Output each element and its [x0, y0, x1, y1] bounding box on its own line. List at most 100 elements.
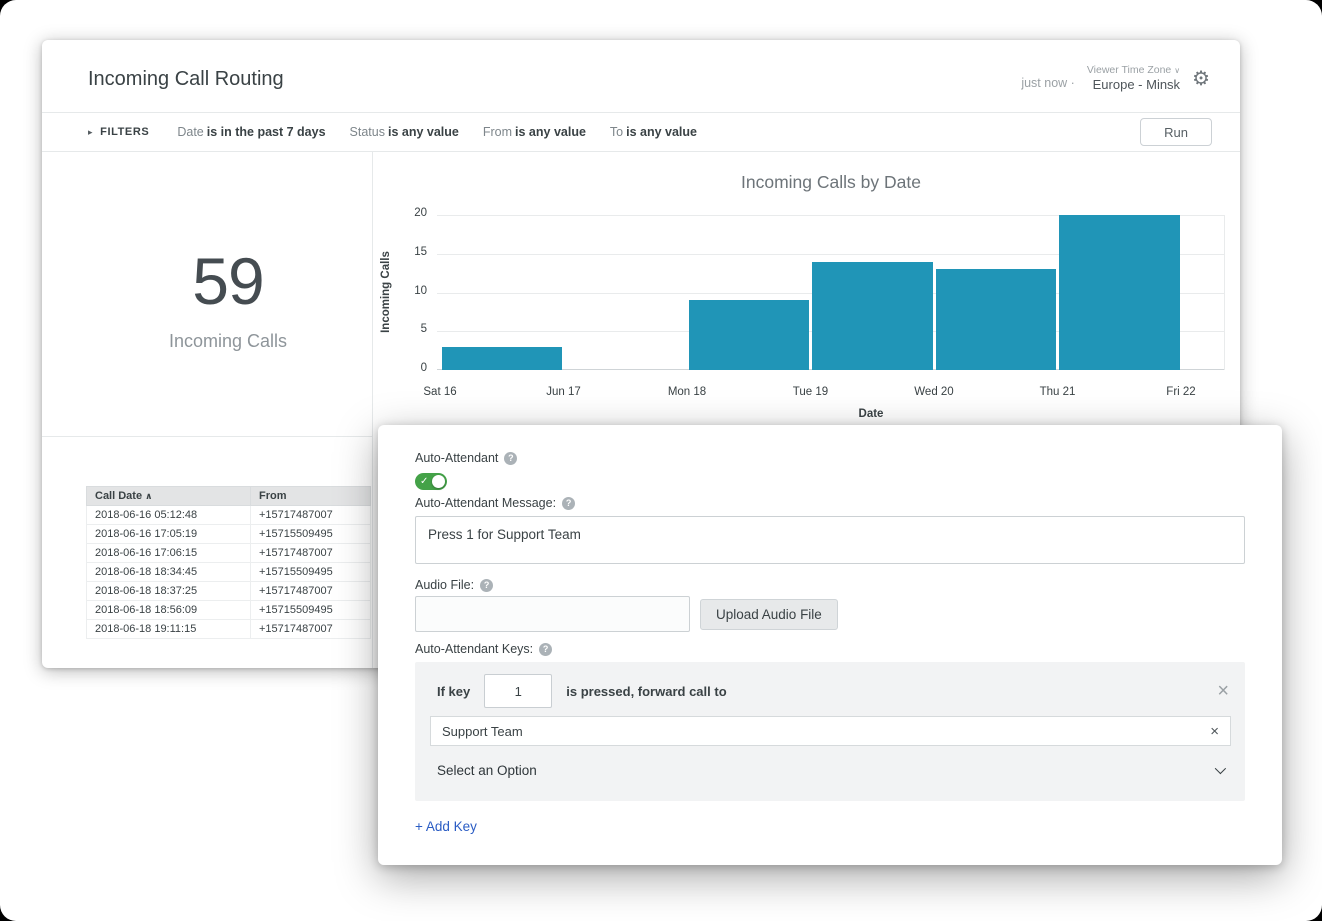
- table-cell: 2018-06-18 18:34:45: [86, 562, 251, 582]
- auto-attendant-panel: Auto-Attendant ? ✓ Auto-Attendant Messag…: [378, 425, 1282, 865]
- dashboard-header-right: just now · Viewer Time Zone ∨ Europe - M…: [1021, 64, 1210, 93]
- x-tick-label: Jun 17: [546, 386, 581, 398]
- x-tick-label: Mon 18: [667, 386, 707, 398]
- clear-selection-icon[interactable]: ×: [1210, 722, 1219, 740]
- auto-attendant-key-rule: If key 1 is pressed, forward call to × S…: [415, 662, 1245, 801]
- triangle-right-icon: ▸: [88, 126, 94, 137]
- timezone-label: Viewer Time Zone: [1086, 64, 1172, 76]
- column-header-call-date[interactable]: Call Date ∧: [86, 486, 251, 506]
- key-rule-suffix: is pressed, forward call to: [566, 683, 727, 699]
- help-icon[interactable]: ?: [504, 451, 518, 465]
- bar-tue-19[interactable]: [812, 261, 933, 370]
- calls-table: Call Date ∧ From 2018-06-16 05:12:48 +15717…: [86, 486, 371, 639]
- keys-label-row: Auto-Attendant Keys: ?: [415, 642, 553, 656]
- option-dropdown[interactable]: Select an Option: [437, 757, 1227, 783]
- help-icon[interactable]: ?: [562, 496, 576, 510]
- sort-asc-icon: ∧: [145, 491, 153, 501]
- y-tick-label: 20: [414, 207, 427, 219]
- filters-bar: ▸ FILTERS Date is in the past 7 days Statu…: [42, 112, 1240, 152]
- filter-summary-item[interactable]: To is any value: [610, 125, 697, 139]
- chart-plot-area: [437, 215, 1225, 370]
- table-row[interactable]: 2018-06-18 19:11:15 +15717487007: [86, 619, 371, 639]
- table-cell: 2018-06-18 19:11:15: [86, 619, 251, 639]
- table-cell: +15715509495: [250, 524, 371, 544]
- bar-mon-18[interactable]: [688, 300, 809, 370]
- auto-attendant-keys-label: Auto-Attendant Keys:: [415, 642, 534, 656]
- filter-summary-item[interactable]: Date is in the past 7 days: [177, 125, 325, 139]
- timezone-block: Viewer Time Zone ∨ Europe - Minsk: [1087, 64, 1180, 93]
- bar-sat-16[interactable]: [441, 346, 562, 370]
- y-tick-label: 0: [420, 362, 427, 374]
- filter-field: From: [482, 125, 513, 139]
- table-cell: +15715509495: [250, 562, 371, 582]
- table-row[interactable]: 2018-06-16 05:12:48 +15717487007: [86, 505, 371, 525]
- chevron-down-icon: ∨: [1174, 66, 1181, 75]
- filters-label: FILTERS: [100, 126, 150, 138]
- forward-target-select[interactable]: Support Team ×: [430, 716, 1231, 746]
- table-row[interactable]: 2018-06-18 18:56:09 +15715509495: [86, 600, 371, 620]
- timezone-selector[interactable]: Viewer Time Zone ∨: [1087, 64, 1180, 77]
- message-label: Auto-Attendant Message:: [415, 496, 557, 510]
- table-row[interactable]: 2018-06-16 17:06:15 +15717487007: [86, 543, 371, 563]
- filters-toggle[interactable]: ▸ FILTERS: [88, 126, 149, 138]
- kpi-label: Incoming Calls: [168, 331, 288, 351]
- forward-target-value: Support Team: [442, 723, 523, 739]
- filter-summary-list: Date is in the past 7 days Status is any va…: [177, 125, 1140, 139]
- filter-summary-item[interactable]: Status is any value: [350, 125, 459, 139]
- auto-attendant-message-input[interactable]: Press 1 for Support Team: [415, 516, 1245, 564]
- auto-attendant-toggle[interactable]: ✓: [415, 473, 447, 490]
- help-icon[interactable]: ?: [539, 642, 553, 656]
- filter-condition: is any value: [515, 125, 586, 139]
- filter-field: Date: [177, 125, 204, 139]
- table-cell: +15717487007: [250, 581, 371, 601]
- add-key-link[interactable]: + Add Key: [415, 819, 477, 834]
- bar-thu-21[interactable]: [1059, 215, 1180, 370]
- kpi-value: 59: [192, 244, 264, 318]
- table-cell: 2018-06-16 05:12:48: [86, 505, 251, 525]
- gear-icon[interactable]: ⚙: [1192, 67, 1210, 90]
- audio-file-input[interactable]: [415, 596, 690, 632]
- table-cell: +15717487007: [250, 619, 371, 639]
- help-icon[interactable]: ?: [480, 578, 494, 592]
- y-tick-label: 5: [420, 323, 427, 336]
- x-axis-label: Date: [858, 408, 884, 420]
- filter-summary-item[interactable]: From is any value: [483, 125, 586, 139]
- table-row[interactable]: 2018-06-16 17:05:19 +15715509495: [86, 524, 371, 544]
- x-tick-label: Sat 16: [423, 386, 457, 398]
- table-cell: +15717487007: [250, 505, 371, 525]
- chart-tile: Incoming Calls by Date Incoming Calls Da…: [373, 152, 1240, 437]
- option-dropdown-value: Select an Option: [437, 762, 537, 778]
- x-tick-label: Tue 19: [792, 386, 829, 398]
- audio-file-label-row: Audio File: ?: [415, 578, 494, 592]
- dashboard-card: Incoming Call Routing just now · Viewer …: [42, 40, 1240, 668]
- filter-condition: is any value: [387, 125, 459, 139]
- dashboard-body: 59 Incoming Calls Call Date ∧ From 2018-06…: [42, 152, 1240, 668]
- table-row[interactable]: 2018-06-18 18:37:25 +15717487007: [86, 581, 371, 601]
- x-tick-label: Fri 22: [1166, 386, 1196, 398]
- table-header-row: Call Date ∧ From: [86, 486, 371, 506]
- remove-key-icon[interactable]: ×: [1217, 680, 1229, 702]
- table-cell: +15715509495: [250, 600, 371, 620]
- filter-condition: is in the past 7 days: [206, 125, 326, 139]
- upload-audio-file-button[interactable]: Upload Audio File: [700, 599, 838, 630]
- filter-field: Status: [349, 125, 385, 139]
- column-header-from[interactable]: From: [250, 486, 371, 506]
- dot-separator: ·: [1070, 76, 1075, 91]
- bar-wed-20[interactable]: [935, 269, 1056, 370]
- key-number-input[interactable]: 1: [484, 674, 553, 708]
- key-rule-prefix: If key: [437, 683, 471, 699]
- message-label-row: Auto-Attendant Message: ?: [415, 496, 576, 510]
- gridline: [437, 253, 1224, 255]
- run-button[interactable]: Run: [1140, 118, 1212, 146]
- last-updated: just now ·: [1021, 76, 1075, 93]
- table-cell: +15717487007: [250, 543, 371, 563]
- chevron-down-icon: [1214, 762, 1227, 775]
- chart-title: Incoming Calls by Date: [741, 172, 921, 192]
- table-row[interactable]: 2018-06-18 18:34:45 +15715509495: [86, 562, 371, 582]
- kpi-tile: 59 Incoming Calls: [42, 152, 372, 437]
- table-cell: 2018-06-18 18:56:09: [86, 600, 251, 620]
- check-icon: ✓: [420, 475, 429, 487]
- left-column: 59 Incoming Calls Call Date ∧ From 2018-06…: [42, 152, 373, 668]
- table-cell: 2018-06-18 18:37:25: [86, 581, 251, 601]
